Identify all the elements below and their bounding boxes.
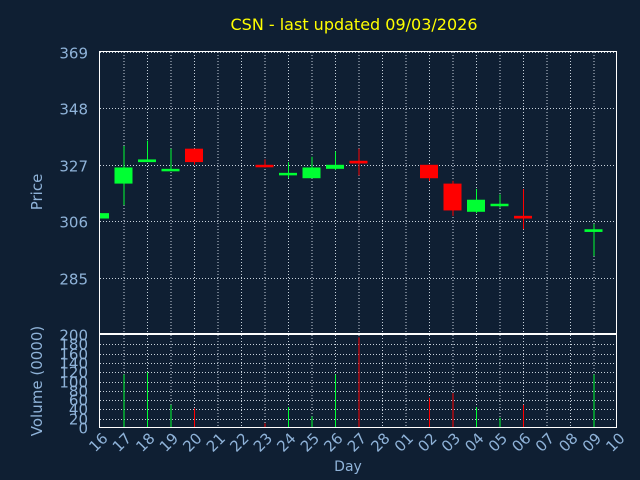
candlesticks — [100, 140, 603, 257]
candle-body — [161, 168, 180, 172]
price-y-ticks: 285 306 327 348 369 — [59, 45, 88, 289]
price-tick-label: 327 — [59, 158, 88, 176]
candle-body — [349, 160, 368, 164]
volume-tick-label: 80 — [69, 383, 88, 401]
candle-body — [490, 203, 509, 207]
volume-tick-label: 120 — [59, 364, 88, 382]
candle-body — [185, 148, 203, 163]
candle-body — [279, 172, 297, 176]
volume-panel-frame — [99, 334, 617, 428]
price-tick-label: 285 — [59, 271, 88, 289]
volume-tick-label: 180 — [59, 336, 88, 354]
candle-body — [467, 199, 485, 212]
volume-tick-label: 60 — [69, 392, 88, 410]
price-tick-label: 369 — [59, 45, 88, 63]
candle-body — [114, 167, 133, 184]
volume-grid — [100, 335, 616, 428]
candle-body — [443, 183, 462, 211]
x-axis-label: Day — [334, 459, 362, 475]
candle-body — [420, 164, 438, 179]
candle-body — [138, 159, 156, 163]
volume-tick-label: 200 — [59, 327, 88, 345]
candle-body — [584, 229, 603, 232]
price-tick-label: 306 — [59, 214, 88, 232]
candle-body — [100, 213, 109, 219]
price-axis-label: Price — [28, 174, 46, 211]
candle-body — [326, 164, 344, 169]
chart-title: CSN - last updated 09/03/2026 — [230, 15, 477, 34]
volume-tick-label: 160 — [59, 346, 88, 364]
price-tick-label: 348 — [59, 101, 88, 119]
volume-tick-label: 20 — [69, 411, 88, 429]
volume-tick-label: 100 — [59, 374, 88, 392]
x-ticks: 1617181920212223242526272801020304050607… — [85, 429, 628, 455]
candle-body — [514, 215, 532, 219]
price-panel-frame — [99, 51, 617, 334]
volume-tick-label: 140 — [59, 355, 88, 373]
candle-body — [255, 164, 274, 168]
candle-body — [302, 167, 321, 179]
volume-axis-label: Volume (0000) — [28, 326, 46, 436]
volume-bars — [123, 337, 595, 428]
volume-tick-label: 0 — [78, 420, 88, 438]
volume-tick-label: 40 — [69, 401, 88, 419]
